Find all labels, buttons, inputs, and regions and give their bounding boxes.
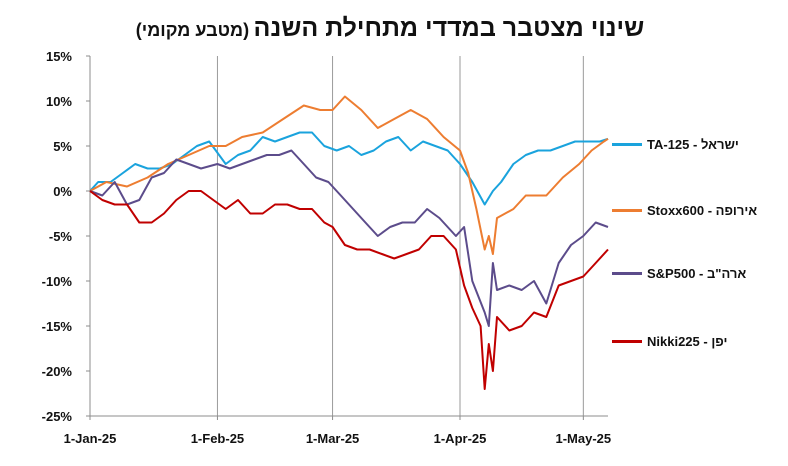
y-tick-label: 0% [53, 184, 72, 199]
legend-swatch [612, 340, 642, 343]
legend-swatch [612, 209, 642, 212]
legend-label: S&P500 - ארה"ב [647, 266, 747, 281]
y-tick-label: -5% [49, 229, 73, 244]
legend-label: Nikki225 - יפן [647, 334, 728, 349]
x-tick-label: 1-Feb-25 [191, 431, 244, 446]
x-tick-label: 1-Jan-25 [64, 431, 117, 446]
legend-item-1: Stoxx600 - אירופה [612, 203, 788, 218]
chart-title: שינוי מצטבר במדדי מתחילת השנה (מטבע מקומ… [110, 14, 670, 43]
chart-title-sub: (מטבע מקומי) [135, 20, 250, 40]
chart-grid [216, 56, 584, 416]
legend-item-3: Nikki225 - יפן [612, 334, 788, 349]
x-tick-label: 1-Apr-25 [434, 431, 487, 446]
legend-item-2: S&P500 - ארה"ב [612, 266, 788, 281]
y-tick-label: -25% [42, 409, 73, 424]
x-tick-label: 1-Mar-25 [306, 431, 359, 446]
y-tick-label: -15% [42, 319, 73, 334]
y-tick-label: -20% [42, 364, 73, 379]
y-tick-label: 15% [46, 49, 72, 64]
y-tick-label: -10% [42, 274, 73, 289]
y-tick-label: 5% [53, 139, 72, 154]
legend-swatch [612, 143, 642, 146]
y-tick-label: 10% [46, 94, 72, 109]
legend-label: TA-125 - ישראל [647, 137, 739, 152]
x-tick-label: 1-May-25 [556, 431, 612, 446]
legend-item-0: TA-125 - ישראל [612, 137, 788, 152]
chart-axes: 15% 10% 5% 0% -5% -10% -15% -20% -25% 1-Jan-25 1-F… [42, 49, 612, 446]
chart-series [89, 95, 609, 390]
series-line-1 [89, 95, 609, 255]
series-line-2 [89, 149, 609, 327]
legend-label: Stoxx600 - אירופה [647, 203, 758, 218]
chart-title-main: שינוי מצטבר במדדי מתחילת השנה [253, 14, 645, 42]
series-line-3 [89, 190, 609, 390]
legend-swatch [612, 272, 642, 275]
